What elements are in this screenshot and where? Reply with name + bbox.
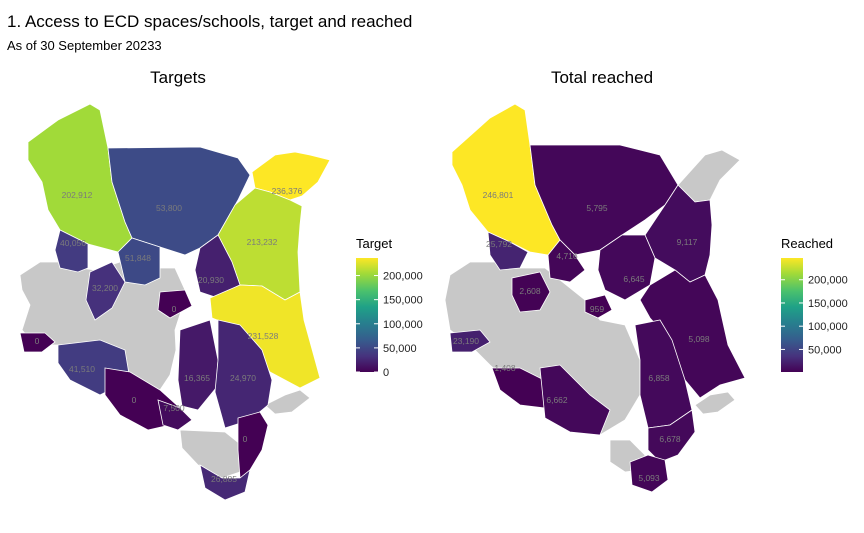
county-region xyxy=(449,329,491,353)
region-value-label: 53,800 xyxy=(156,203,182,213)
region-value-label: 246,801 xyxy=(483,190,514,200)
county-region xyxy=(547,239,586,283)
map-value-labels-reached: 246,801 5,795 9,117 25,792 4,716 6,645 2… xyxy=(453,190,710,483)
region-value-label: 6,678 xyxy=(659,434,681,444)
region-value-label: 40,056 xyxy=(60,238,86,248)
region-value-label: 0 xyxy=(243,434,248,444)
region-value-label: 20,930 xyxy=(198,275,224,285)
county-region xyxy=(54,229,89,273)
county-region xyxy=(647,409,696,463)
region-value-label: 26,885 xyxy=(211,474,237,484)
legend-tick-label: 0 xyxy=(383,367,389,379)
panel-title-reached: Total reached xyxy=(550,68,654,87)
legend-title: Target xyxy=(356,236,393,251)
county-region xyxy=(85,261,126,321)
legend-tick-label: 100,000 xyxy=(383,319,423,331)
legend-tick-label: 200,000 xyxy=(383,271,423,283)
region-value-label: 236,376 xyxy=(272,186,303,196)
legend-tick-label: 100,000 xyxy=(808,321,848,333)
chart-title: 1. Access to ECD spaces/schools, target … xyxy=(7,12,413,31)
region-value-label: 6,662 xyxy=(546,395,568,405)
region-value-label: 41,510 xyxy=(69,364,95,374)
region-value-label: 16,365 xyxy=(184,373,210,383)
legend-target: Target 0 50,000 100,000 150,000 200,000 xyxy=(356,236,423,379)
region-value-label: 959 xyxy=(590,304,604,314)
county-region xyxy=(199,464,251,501)
legend-colorbar xyxy=(356,258,378,372)
region-value-label: 7,500 xyxy=(163,403,185,413)
county-region xyxy=(157,289,193,319)
county-region xyxy=(487,231,529,271)
region-value-label: 51,848 xyxy=(125,253,151,263)
legend-tick-label: 50,000 xyxy=(383,343,417,355)
legend-colorbar xyxy=(781,258,803,372)
region-value-label: 23,190 xyxy=(453,336,479,346)
region-value-label: 2,608 xyxy=(519,286,541,296)
legend-reached: Reached 50,000 100,000 150,000 200,000 xyxy=(781,236,848,372)
county-region xyxy=(511,271,551,313)
region-value-label: 25,792 xyxy=(486,239,512,249)
county-region xyxy=(19,332,56,353)
legend-title: Reached xyxy=(781,236,833,251)
legend-tick-label: 150,000 xyxy=(808,298,848,310)
county-missing xyxy=(694,391,736,415)
map-targets xyxy=(19,103,331,501)
region-value-label: 32,200 xyxy=(92,283,118,293)
region-value-label: 202,912 xyxy=(62,190,93,200)
chart-subtitle: As of 30 September 20233 xyxy=(7,38,162,53)
region-value-label: 5,098 xyxy=(688,334,710,344)
region-value-label: 6,858 xyxy=(648,373,670,383)
county-missing xyxy=(179,429,246,479)
region-value-label: 0 xyxy=(35,336,40,346)
legend-tick-label: 50,000 xyxy=(808,344,842,356)
legend-tick-label: 200,000 xyxy=(808,275,848,287)
legend-tick-label: 150,000 xyxy=(383,295,423,307)
region-value-label: 213,232 xyxy=(247,237,278,247)
panel-title-targets: Targets xyxy=(150,68,206,87)
region-value-label: 24,970 xyxy=(230,373,256,383)
county-region xyxy=(177,319,219,411)
county-region xyxy=(157,399,193,431)
region-value-label: 6,645 xyxy=(623,274,645,284)
map-value-labels-targets: 202,912 53,800 236,376 213,232 40,056 51… xyxy=(35,186,303,484)
county-missing xyxy=(264,389,311,415)
county-region xyxy=(584,294,613,319)
region-value-label: 231,528 xyxy=(248,331,279,341)
region-value-label: 0 xyxy=(132,395,137,405)
region-value-label: 5,093 xyxy=(638,473,660,483)
county-region xyxy=(237,411,269,479)
county-region xyxy=(539,364,611,436)
region-value-label: 1,408 xyxy=(494,363,516,373)
region-value-label: 5,795 xyxy=(586,203,608,213)
county-region xyxy=(629,454,669,493)
region-value-label: 0 xyxy=(172,304,177,314)
region-value-label: 4,716 xyxy=(556,251,578,261)
region-value-label: 9,117 xyxy=(677,237,698,247)
map-reached xyxy=(444,103,746,493)
